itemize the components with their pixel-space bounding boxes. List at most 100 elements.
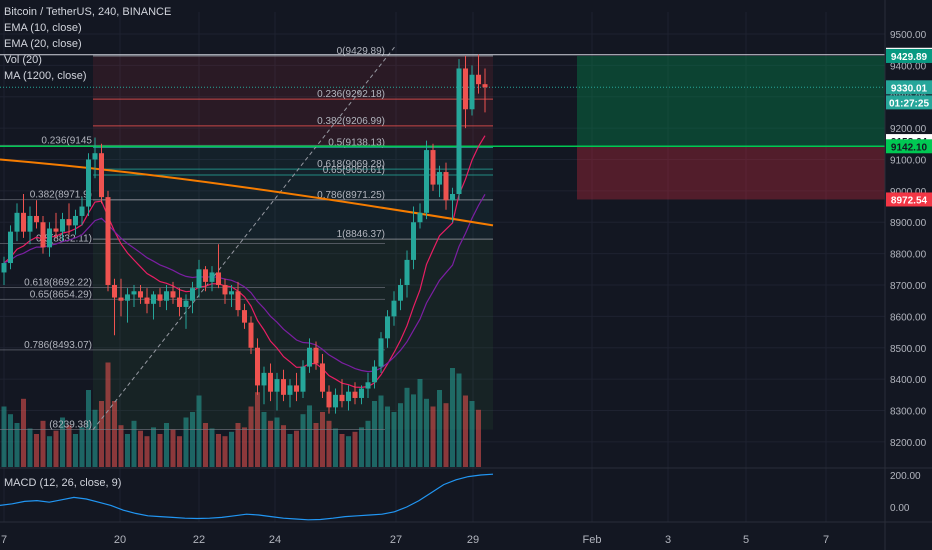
volume-bar: [99, 401, 104, 467]
candle-body: [157, 294, 163, 301]
candle-body: [443, 172, 449, 201]
candle-body: [125, 294, 130, 301]
candle-body: [177, 297, 182, 307]
fib-level-label: 0(9429.89): [337, 46, 385, 57]
time-tick: Feb: [583, 534, 602, 546]
volume-bar: [437, 390, 442, 467]
indicator-ma-1200[interactable]: MA (1200, close): [4, 70, 87, 82]
candle-body: [112, 285, 117, 298]
volume-bar: [411, 394, 416, 467]
candle-body: [333, 394, 338, 408]
candle-body: [53, 228, 59, 232]
volume-bar: [125, 434, 130, 467]
volume-bar: [287, 434, 293, 467]
volume-bar: [469, 401, 475, 467]
candle-body: [469, 74, 475, 110]
time-tick: 7: [823, 534, 829, 546]
volume-bar: [216, 434, 221, 467]
volume-bar: [131, 420, 137, 467]
fib-left-label: 0.65(8654.29): [30, 289, 92, 300]
volume-bar: [294, 430, 299, 467]
candle-body: [66, 219, 72, 226]
volume-bar: [346, 436, 351, 467]
chart-legend: Bitcoin / TetherUS, 240, BINANCE EMA (10…: [4, 4, 171, 84]
candle-body: [131, 291, 137, 295]
time-tick: 20: [114, 534, 126, 546]
volume-bar: [320, 412, 325, 467]
candle-body: [14, 212, 20, 232]
price-badge: [886, 95, 932, 110]
volume-bar: [209, 428, 215, 467]
fib-level-label: 0.786(8971.25): [317, 190, 385, 201]
volume-bar: [450, 368, 455, 467]
candle-body: [294, 385, 299, 392]
macd-tick: 0.00: [890, 503, 910, 514]
indicator-ema-10[interactable]: EMA (10, close): [4, 22, 82, 34]
candle-body: [385, 316, 390, 339]
fib-left-label: 0.618(8692.22): [24, 277, 92, 288]
volume-bar: [242, 427, 247, 467]
volume-bar: [229, 431, 234, 467]
volume-bar: [170, 429, 176, 467]
time-tick: 5: [743, 534, 749, 546]
fib-left-label: (8239.38): [49, 420, 92, 431]
volume-bar: [40, 420, 46, 467]
volume-bar: [190, 412, 195, 467]
position-stop-zone: [577, 146, 885, 200]
time-tick: 24: [269, 534, 281, 546]
volume-bar: [34, 434, 39, 467]
candle-body: [242, 310, 247, 323]
volume-bar: [248, 406, 254, 467]
volume-bar: [398, 403, 403, 467]
candle-body: [105, 197, 111, 285]
price-badge: [886, 48, 932, 63]
volume-bar: [333, 428, 338, 467]
fib-zone-top: [93, 55, 493, 148]
volume-bar: [222, 436, 228, 467]
price-tick: 8200.00: [890, 438, 927, 449]
candle-body: [346, 391, 351, 402]
indicator-vol[interactable]: Vol (20): [4, 54, 42, 66]
candle-body: [86, 159, 91, 207]
candle-body: [144, 297, 150, 304]
candle-body: [183, 300, 189, 307]
candle-body: [359, 388, 364, 398]
macd-line: [0, 473, 494, 521]
price-tick: 9000.00: [890, 187, 927, 198]
volume-bar: [138, 430, 143, 467]
volume-bar: [443, 403, 449, 467]
time-tick: 22: [193, 534, 205, 546]
volume-bar: [47, 436, 52, 467]
macd-legend[interactable]: MACD (12, 26, close, 9): [4, 477, 122, 489]
volume-bar: [105, 362, 111, 467]
candle-body: [365, 382, 371, 389]
price-tick: 9200.00: [890, 124, 927, 135]
volume-bar: [1, 406, 7, 467]
symbol-header[interactable]: Bitcoin / TetherUS, 240, BINANCE: [4, 6, 172, 18]
candle-body: [34, 215, 39, 223]
volume-bar: [86, 390, 91, 467]
candle-body: [326, 391, 332, 408]
price-badge-label: 9429.89: [891, 52, 928, 63]
candle-body: [281, 379, 286, 395]
candle-body: [274, 379, 280, 392]
candle-body: [216, 272, 221, 285]
candle-body: [320, 363, 325, 392]
volume-bar: [313, 423, 319, 467]
volume-bar: [385, 406, 390, 467]
volume-bar: [404, 387, 410, 467]
volume-bar: [177, 436, 182, 467]
volume-bar: [79, 427, 85, 467]
volume-bar: [196, 395, 202, 467]
volume-bar: [144, 436, 150, 467]
candle-body: [261, 372, 267, 386]
volume-bar: [60, 417, 65, 467]
price-tick: 9400.00: [890, 61, 927, 72]
candle-body: [411, 222, 416, 260]
fib-level-label: 0.65(9050.61): [323, 165, 385, 176]
trend-line: [92, 46, 396, 430]
candle-body: [430, 150, 436, 185]
indicator-ema-20[interactable]: EMA (20, close): [4, 38, 82, 50]
